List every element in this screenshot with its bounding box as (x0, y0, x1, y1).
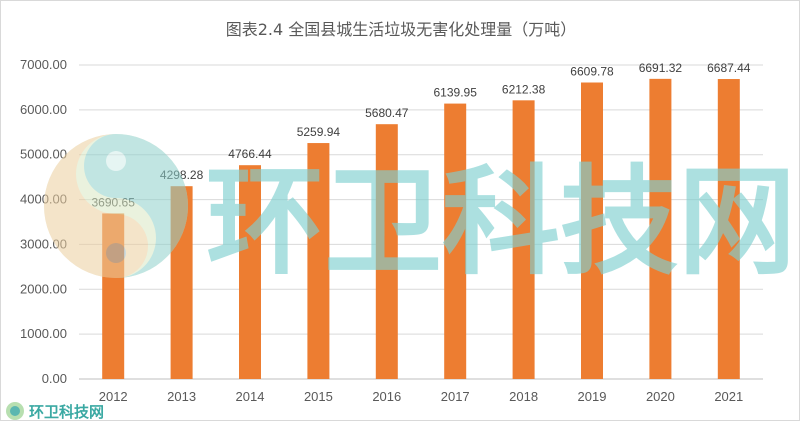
chart-title: 图表2.4 全国县城生活垃圾无害化处理量（万吨） (226, 20, 577, 39)
bar-2015 (307, 143, 330, 379)
bar-2017 (444, 103, 467, 380)
x-tick-label-2020: 2020 (646, 389, 675, 404)
y-tick-label: 5000.00 (20, 147, 67, 162)
data-label-2020: 6691.32 (639, 61, 683, 75)
watermark-text: 环卫科技网 (206, 153, 796, 291)
y-tick-label: 0.00 (42, 371, 67, 386)
watermark-logo-icon (44, 134, 188, 278)
data-label-2016: 5680.47 (365, 106, 409, 120)
data-label-2018: 6212.38 (502, 82, 546, 96)
x-tick-label-2015: 2015 (304, 389, 333, 404)
bar-2014 (239, 165, 261, 379)
x-tick-label-2012: 2012 (99, 389, 128, 404)
gridlines (79, 64, 763, 380)
bar-2021 (717, 79, 740, 380)
bar-2016 (375, 124, 398, 380)
data-label-2015: 5259.94 (297, 125, 341, 139)
x-tick-label-2013: 2013 (167, 389, 196, 404)
footer-logo-text: 环卫科技网 (29, 403, 104, 421)
bar-2020 (649, 78, 672, 380)
x-tick-label-2018: 2018 (509, 389, 538, 404)
data-label-2017: 6139.95 (434, 86, 478, 100)
y-tick-label: 1000.00 (20, 326, 67, 341)
bar-2018 (512, 100, 535, 379)
y-tick-label: 2000.00 (20, 281, 67, 296)
bar-2019 (581, 82, 603, 379)
data-label-2019: 6609.78 (570, 65, 614, 79)
x-tick-label-2016: 2016 (372, 389, 401, 404)
y-tick-label: 7000.00 (20, 57, 67, 72)
x-axis-ticks: 2012 2013 2014 2015 2016 2017 2018 2019 2020 2021 (99, 389, 744, 404)
y-tick-label: 6000.00 (20, 102, 67, 117)
x-tick-label-2017: 2017 (441, 389, 470, 404)
x-tick-label-2019: 2019 (578, 389, 607, 404)
x-tick-label-2014: 2014 (236, 389, 265, 404)
data-label-2014: 4766.44 (228, 147, 272, 161)
footer-logo: 环卫科技网 (6, 402, 104, 421)
data-label-2021: 6687.44 (707, 61, 751, 75)
x-tick-label-2021: 2021 (714, 389, 743, 404)
